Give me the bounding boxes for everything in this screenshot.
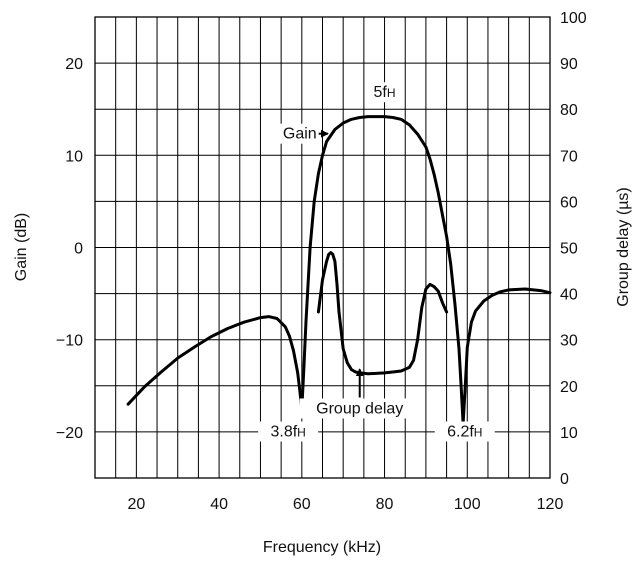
x-axis-title: Frequency (kHz) — [263, 539, 381, 556]
left-tick-label: 20 — [65, 56, 83, 73]
gain-label: Gain — [283, 126, 317, 143]
right-tick-labels: 0 10 20 30 40 50 60 70 80 90 100 — [560, 10, 587, 488]
x-tick-label: 20 — [127, 496, 145, 513]
notch-low-label-background — [258, 421, 319, 442]
left-tick-labels: −20 −10 0 10 20 — [56, 56, 83, 442]
notch-high-label-background — [434, 421, 495, 442]
right-tick-label: 50 — [560, 241, 578, 258]
left-tick-label: 10 — [65, 148, 83, 165]
x-tick-label: 40 — [210, 496, 228, 513]
right-tick-label: 0 — [560, 471, 569, 488]
notch-low-label: 3.8fH — [270, 424, 305, 441]
annotation-layer: 5fH Gain Group delay 3.8fH 6.2fH — [258, 82, 495, 442]
right-tick-label: 80 — [560, 102, 578, 119]
group-delay-label-background — [299, 398, 420, 419]
peak-label-5fh: 5fH — [374, 84, 396, 101]
right-tick-label: 20 — [560, 379, 578, 396]
x-tick-label: 80 — [376, 496, 394, 513]
left-tick-label: −20 — [56, 425, 83, 442]
right-tick-label: 10 — [560, 425, 578, 442]
plot-frame — [94, 16, 551, 479]
right-tick-label: 70 — [560, 148, 578, 165]
group-delay-label: Group delay — [316, 400, 403, 417]
x-tick-label: 100 — [454, 496, 481, 513]
notch-high-label: 6.2fH — [447, 424, 482, 441]
x-tick-label: 60 — [293, 496, 311, 513]
right-axis-title: Group delay (µs) — [615, 187, 632, 306]
gain-label-background — [279, 123, 318, 144]
right-tick-label: 100 — [560, 10, 587, 27]
left-axis-title: Gain (dB) — [13, 213, 30, 281]
series-layer — [126, 115, 552, 426]
x-tick-label: 120 — [537, 496, 564, 513]
gain-curve — [126, 115, 552, 426]
peak-label-background — [366, 82, 403, 103]
x-tick-labels: 20 40 60 80 100 120 — [127, 496, 563, 513]
right-tick-label: 90 — [560, 56, 578, 73]
right-tick-label: 40 — [560, 287, 578, 304]
right-tick-label: 60 — [560, 194, 578, 211]
left-tick-label: −10 — [56, 333, 83, 350]
group-delay-curve — [316, 251, 449, 376]
right-tick-label: 30 — [560, 333, 578, 350]
left-tick-label: 0 — [74, 241, 83, 258]
